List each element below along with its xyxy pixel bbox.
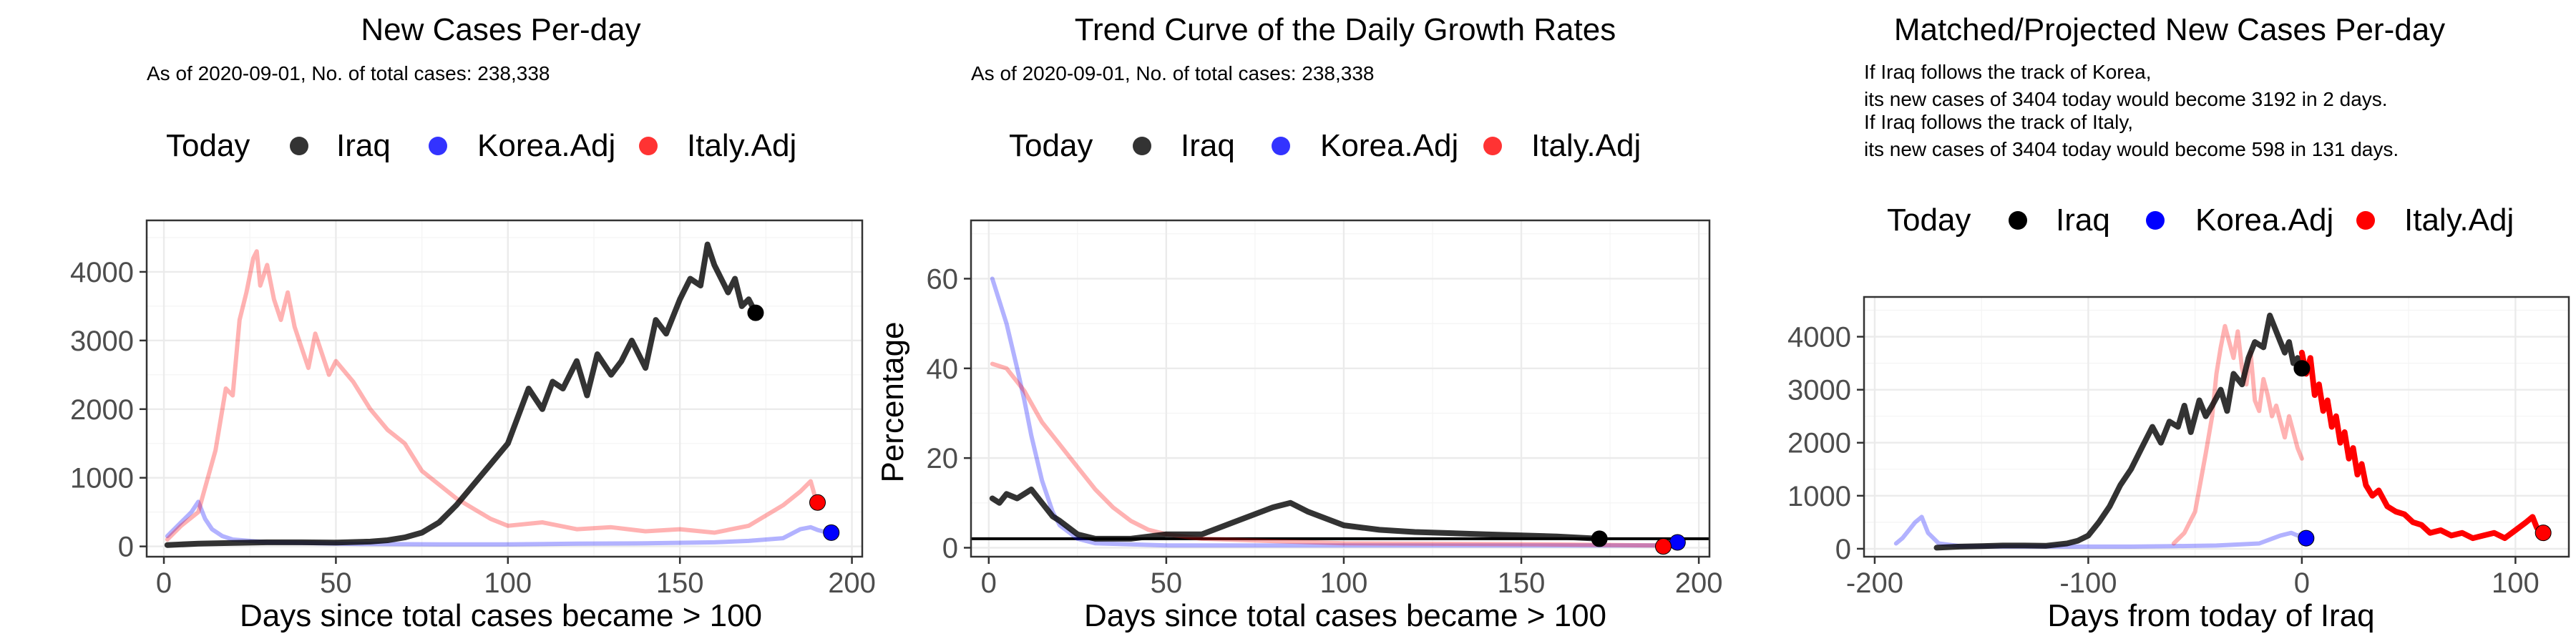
legend-korea-marker	[2146, 211, 2165, 230]
x-tick-label: 100	[1320, 567, 1368, 599]
legend-korea-label: Korea.Adj	[1320, 128, 1458, 163]
series-group	[164, 241, 840, 548]
x-tick-label: 50	[1151, 567, 1183, 599]
chart-subtitle-line-1: If Iraq follows the track of Korea,	[1864, 61, 2152, 83]
x-tick-label: 150	[656, 567, 704, 599]
panel-background	[147, 220, 862, 557]
y-tick-label: 3000	[1787, 375, 1851, 406]
chart-subtitle: As of 2020-09-01, No. of total cases: 23…	[147, 62, 550, 84]
series-line-korea-adj	[1893, 514, 2308, 549]
legend-iraq-marker	[1133, 137, 1151, 155]
x-tick-label: 100	[484, 567, 532, 599]
today-point-korea-adj	[823, 524, 840, 541]
x-tick-label: -200	[1846, 567, 1903, 599]
series-line-iraq	[1933, 312, 2305, 551]
panel-border	[970, 219, 1711, 558]
legend-korea-marker	[429, 137, 447, 155]
plot-area: 0 50 100 150 200 0 20 40 60	[927, 219, 1723, 599]
today-point-iraq	[1591, 530, 1608, 547]
today-point-iraq	[2293, 360, 2311, 377]
series-group	[971, 276, 1709, 555]
y-tick-label: 60	[927, 263, 959, 295]
projected-cases-chart: Matched/Projected New Cases Per-day If I…	[1787, 12, 2570, 633]
legend-korea-marker	[1272, 137, 1290, 155]
y-tick-label: 40	[927, 353, 959, 385]
legend: Today Iraq Korea.Adj Italy.Adj	[166, 128, 796, 163]
legend-korea-label: Korea.Adj	[2195, 203, 2333, 238]
chart-title: New Cases Per-day	[361, 12, 640, 47]
x-tick-label: 200	[1675, 567, 1723, 599]
x-tick-label: 200	[828, 567, 876, 599]
x-tick-label: 150	[1498, 567, 1546, 599]
x-tick-label: -100	[2059, 567, 2117, 599]
x-tick-label: 100	[2492, 567, 2540, 599]
legend-iraq-label: Iraq	[336, 128, 391, 163]
y-tick-label: 3000	[70, 326, 134, 357]
legend-iraq-marker	[290, 137, 308, 155]
y-tick-label: 20	[927, 443, 959, 474]
x-axis-title: Days from today of Iraq	[2047, 598, 2374, 633]
legend-iraq-label: Iraq	[1181, 128, 1235, 163]
legend-korea-label: Korea.Adj	[477, 128, 615, 163]
y-axis-title: Percentage	[875, 321, 910, 482]
panel-border	[1863, 296, 2570, 558]
x-tick-label: 0	[2294, 567, 2310, 599]
legend-title: Today	[1009, 128, 1093, 163]
y-tick-label: 4000	[70, 257, 134, 288]
x-tick-label: 0	[156, 567, 172, 599]
legend-title: Today	[166, 128, 250, 163]
y-tick-label: 1000	[1787, 481, 1851, 512]
legend-italy-label: Italy.Adj	[1531, 128, 1641, 163]
x-tick-label: 0	[981, 567, 997, 599]
legend-italy-marker	[2356, 211, 2375, 230]
series-group	[1893, 312, 2552, 551]
chart-subtitle: As of 2020-09-01, No. of total cases: 23…	[971, 62, 1374, 84]
series-line-italy-adj	[990, 361, 1666, 548]
x-axis-title: Days since total cases became > 100	[1084, 598, 1606, 633]
panel-border	[145, 219, 864, 558]
growth-rate-chart: Trend Curve of the Daily Growth Rates As…	[875, 12, 1722, 633]
today-point-iraq	[747, 304, 764, 321]
y-tick-label: 0	[118, 532, 134, 563]
y-tick-label: 1000	[70, 463, 134, 494]
series-line-italy-adj-projected	[2298, 349, 2545, 542]
today-point-italy-adj	[2534, 525, 2552, 542]
legend: Today Iraq Korea.Adj Italy.Adj	[1887, 203, 2514, 238]
y-tick-label: 0	[1835, 534, 1851, 565]
legend-iraq-label: Iraq	[2056, 203, 2110, 238]
today-point-italy-adj	[1655, 538, 1672, 555]
y-tick-label: 2000	[1787, 428, 1851, 459]
today-point-korea-adj	[2298, 530, 2315, 547]
today-point-italy-adj	[809, 494, 826, 511]
x-axis-title: Days since total cases became > 100	[240, 598, 762, 633]
legend-italy-marker	[639, 137, 658, 155]
legend-title: Today	[1887, 203, 1971, 238]
chart-title: Trend Curve of the Daily Growth Rates	[1075, 12, 1616, 47]
chart-subtitle-line-3: If Iraq follows the track of Italy,	[1864, 111, 2133, 133]
legend-italy-label: Italy.Adj	[687, 128, 796, 163]
chart-subtitle-line-2: its new cases of 3404 today would become…	[1864, 88, 2388, 110]
series-line-iraq	[989, 487, 1603, 542]
legend: Today Iraq Korea.Adj Italy.Adj	[1009, 128, 1641, 163]
y-tick-label: 4000	[1787, 322, 1851, 353]
chart-title: Matched/Projected New Cases Per-day	[1894, 12, 2445, 47]
legend-iraq-marker	[2009, 211, 2027, 230]
new-cases-chart: New Cases Per-day As of 2020-09-01, No. …	[70, 12, 876, 633]
y-tick-label: 0	[942, 532, 958, 564]
x-tick-label: 50	[320, 567, 352, 599]
series-line-iraq	[164, 241, 758, 548]
legend-italy-marker	[1483, 137, 1502, 155]
series-line-italy-adj	[165, 249, 820, 542]
y-tick-label: 2000	[70, 394, 134, 426]
panel-background	[971, 220, 1709, 557]
today-point-korea-adj	[1669, 534, 1686, 551]
legend-italy-label: Italy.Adj	[2404, 203, 2514, 238]
chart-subtitle-line-4: its new cases of 3404 today would become…	[1864, 138, 2399, 160]
